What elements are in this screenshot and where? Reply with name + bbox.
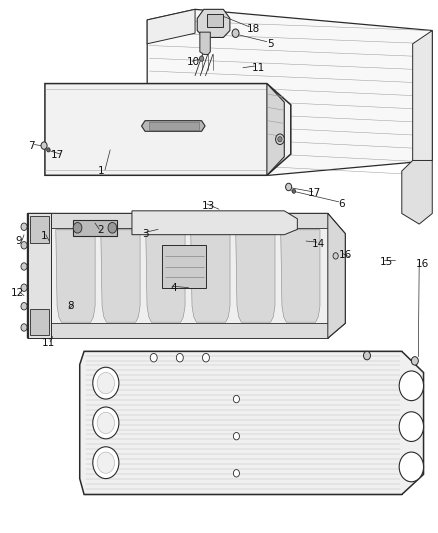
- Text: 7: 7: [28, 141, 34, 151]
- Text: 1: 1: [98, 166, 105, 176]
- Text: 10: 10: [186, 58, 199, 67]
- Text: 14: 14: [311, 239, 325, 249]
- Polygon shape: [146, 229, 185, 322]
- Text: 16: 16: [339, 250, 352, 260]
- Polygon shape: [236, 229, 275, 322]
- Circle shape: [150, 353, 157, 362]
- Polygon shape: [162, 245, 206, 288]
- Text: 2: 2: [97, 225, 104, 236]
- Polygon shape: [28, 214, 345, 338]
- Polygon shape: [141, 120, 205, 131]
- Polygon shape: [147, 10, 432, 175]
- Polygon shape: [56, 229, 95, 322]
- Polygon shape: [132, 211, 297, 235]
- Circle shape: [97, 413, 115, 433]
- Circle shape: [21, 263, 27, 270]
- Polygon shape: [328, 214, 345, 338]
- Circle shape: [73, 222, 82, 233]
- Circle shape: [41, 142, 47, 149]
- Polygon shape: [147, 10, 195, 44]
- Text: 3: 3: [142, 229, 148, 239]
- Text: 17: 17: [308, 188, 321, 198]
- Circle shape: [399, 371, 424, 401]
- Polygon shape: [413, 30, 432, 175]
- Polygon shape: [402, 160, 432, 224]
- Circle shape: [47, 148, 50, 152]
- Polygon shape: [28, 214, 328, 228]
- Polygon shape: [281, 229, 320, 322]
- Circle shape: [93, 407, 119, 439]
- Circle shape: [177, 353, 184, 362]
- Circle shape: [21, 303, 27, 310]
- Circle shape: [399, 412, 424, 441]
- Polygon shape: [80, 351, 424, 495]
- Text: 8: 8: [68, 301, 74, 311]
- Circle shape: [21, 223, 27, 230]
- Polygon shape: [267, 84, 284, 175]
- Polygon shape: [191, 229, 230, 322]
- Polygon shape: [73, 220, 117, 236]
- Circle shape: [21, 324, 27, 331]
- Text: 9: 9: [15, 236, 22, 246]
- Text: 6: 6: [339, 199, 345, 209]
- Polygon shape: [149, 122, 199, 130]
- Polygon shape: [30, 309, 49, 335]
- Circle shape: [276, 134, 284, 144]
- Circle shape: [93, 447, 119, 479]
- Polygon shape: [30, 216, 49, 243]
- Bar: [207, 13, 223, 27]
- Circle shape: [202, 353, 209, 362]
- Text: 12: 12: [11, 288, 25, 298]
- Polygon shape: [45, 84, 291, 175]
- Circle shape: [292, 189, 296, 193]
- Text: 5: 5: [267, 39, 274, 49]
- Text: 11: 11: [42, 338, 55, 349]
- Circle shape: [411, 357, 418, 365]
- Circle shape: [286, 183, 292, 191]
- Text: 18: 18: [246, 24, 260, 34]
- Circle shape: [233, 470, 240, 477]
- Circle shape: [233, 432, 240, 440]
- Circle shape: [199, 56, 204, 61]
- Text: 1: 1: [41, 231, 47, 241]
- Circle shape: [21, 241, 27, 249]
- Polygon shape: [101, 229, 140, 322]
- Circle shape: [278, 136, 282, 142]
- Circle shape: [233, 395, 240, 403]
- Polygon shape: [28, 214, 51, 338]
- Circle shape: [232, 29, 239, 37]
- Circle shape: [364, 351, 371, 360]
- Text: 15: 15: [380, 257, 393, 267]
- Circle shape: [333, 253, 338, 259]
- Text: 17: 17: [50, 150, 64, 160]
- Polygon shape: [197, 10, 230, 37]
- Circle shape: [97, 373, 115, 394]
- Text: 13: 13: [201, 200, 215, 211]
- Circle shape: [21, 284, 27, 292]
- Text: 4: 4: [170, 282, 177, 293]
- Text: 11: 11: [251, 63, 265, 72]
- Polygon shape: [200, 32, 210, 54]
- Text: 16: 16: [416, 259, 429, 269]
- Circle shape: [93, 367, 119, 399]
- Circle shape: [399, 452, 424, 482]
- Polygon shape: [28, 323, 328, 338]
- Circle shape: [108, 222, 117, 233]
- Circle shape: [97, 452, 115, 473]
